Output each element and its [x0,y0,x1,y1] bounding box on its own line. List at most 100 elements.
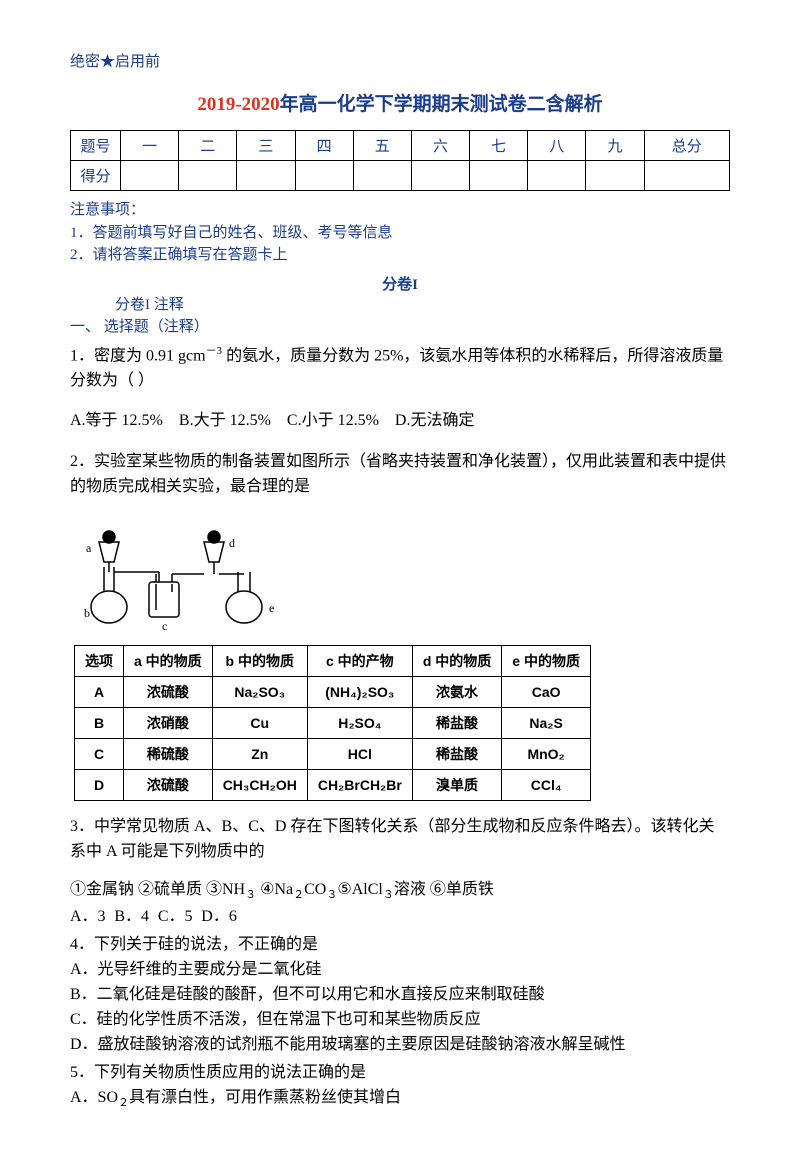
subsection-header: 分卷I 注释 [70,294,730,317]
th: b 中的物质 [212,645,307,676]
td: MnO₂ [502,738,591,769]
td: 稀盐酸 [412,707,501,738]
chemistry-apparatus-icon: a b c d e [74,512,284,632]
td: A [75,676,124,707]
q3-part: ①金属钠 ②硫单质 ③NH [70,881,245,898]
instruction-line: 2．请将答案正确填写在答题卡上 [70,244,730,267]
td: H₂SO₄ [307,707,412,738]
title-rest: 年高一化学下学期期末测试卷二含解析 [280,94,603,115]
td: D [75,769,124,800]
cell: 三 [237,131,295,161]
q1-text: 1．密度为 0.91 gcm [70,347,206,364]
cell [179,161,237,191]
cell: 题号 [71,131,121,161]
title-year: 2019-2020 [197,94,279,115]
q5a-part1: A．SO [70,1089,118,1106]
q3-options: A．3 B．4 C．5 D．6 [70,905,730,930]
cell: 总分 [644,131,729,161]
section-header: 分卷I [70,273,730,294]
svg-text:d: d [229,536,235,550]
score-table: 题号 一 二 三 四 五 六 七 八 九 总分 得分 [70,130,730,191]
td: Na₂SO₃ [212,676,307,707]
cell [586,161,644,191]
cell: 六 [411,131,469,161]
th: 选项 [75,645,124,676]
td: CaO [502,676,591,707]
cell [353,161,411,191]
table-header-row: 选项 a 中的物质 b 中的物质 c 中的产物 d 中的物质 e 中的物质 [75,645,591,676]
document-title: 2019-2020年高一化学下学期期末测试卷二含解析 [70,89,730,116]
q4-opt-a: A．光导纤维的主要成分是二氧化硅 [70,958,730,983]
td: 稀盐酸 [412,738,501,769]
instructions-heading: 注意事项： [70,199,730,222]
cell: 八 [528,131,586,161]
th: d 中的物质 [412,645,501,676]
th: c 中的产物 [307,645,412,676]
cell: 五 [353,131,411,161]
table-row: A 浓硫酸 Na₂SO₃ (NH₄)₂SO₃ 浓氨水 CaO [75,676,591,707]
cell [644,161,729,191]
td: Cu [212,707,307,738]
q3-part: 溶液 ⑥单质铁 [394,881,494,898]
cell [121,161,179,191]
q4-opt-d: D．盛放硅酸钠溶液的试剂瓶不能用玻璃塞的主要原因是硅酸钠溶液水解呈碱性 [70,1033,730,1058]
sub: ３ [326,890,337,902]
q3-part: ④Na [256,881,293,898]
cell: 一 [121,131,179,161]
q3-choices: ①金属钠 ②硫单质 ③NH３ ④Na２CO３⑤AlCl３溶液 ⑥单质铁 [70,878,730,904]
td: C [75,738,124,769]
q3-part: ⑤AlCl [337,881,382,898]
q1-options: A.等于 12.5% B.大于 12.5% C.小于 12.5% D.无法确定 [70,409,730,434]
question-4: 4．下列关于硅的说法，不正确的是 [70,933,730,958]
cell: 七 [470,131,528,161]
td: CH₃CH₂OH [212,769,307,800]
td: 浓硫酸 [124,676,213,707]
sub: ３ [245,890,256,902]
td: HCl [307,738,412,769]
svg-text:b: b [84,606,90,620]
td: 浓氨水 [412,676,501,707]
td: B [75,707,124,738]
td: (NH₄)₂SO₃ [307,676,412,707]
q5-opt-a: A．SO２具有漂白性，可用作熏蒸粉丝使其增白 [70,1086,730,1112]
question-5: 5．下列有关物质性质应用的说法正确的是 [70,1061,730,1086]
q4-opt-b: B．二氧化硅是硅酸的酸酐，但不可以用它和水直接反应来制取硅酸 [70,983,730,1008]
cell [528,161,586,191]
td: CCl₄ [502,769,591,800]
cell [411,161,469,191]
question-3: 3．中学常见物质 A、B、C、D 存在下图转化关系（部分生成物和反应条件略去）。… [70,815,730,865]
cell: 二 [179,131,237,161]
th: a 中的物质 [124,645,213,676]
td: 溴单质 [412,769,501,800]
q1-sup: －3 [206,345,223,357]
question-2: 2．实验室某些物质的制备装置如图所示（省略夹持装置和净化装置），仅用此装置和表中… [70,450,730,500]
score-table-header-row: 题号 一 二 三 四 五 六 七 八 九 总分 [71,131,730,161]
td: Na₂S [502,707,591,738]
cell: 得分 [71,161,121,191]
table-row: D 浓硫酸 CH₃CH₂OH CH₂BrCH₂Br 溴单质 CCl₄ [75,769,591,800]
score-table-score-row: 得分 [71,161,730,191]
cell: 九 [586,131,644,161]
cell [295,161,353,191]
q3-part: CO [304,881,326,898]
q5a-part2: 具有漂白性，可用作熏蒸粉丝使其增白 [129,1089,401,1106]
svg-text:c: c [162,619,167,632]
table-row: C 稀硫酸 Zn HCl 稀盐酸 MnO₂ [75,738,591,769]
instruction-line: 1．答题前填写好自己的姓名、班级、考号等信息 [70,222,730,245]
sub: ２ [118,1097,129,1109]
confidential-note: 绝密★启用前 [70,50,730,71]
td: Zn [212,738,307,769]
cell: 四 [295,131,353,161]
q1-opt-a: A.等于 12.5% [70,412,163,429]
q1-opt-b: B.大于 12.5% [179,412,271,429]
th: e 中的物质 [502,645,591,676]
q1-opt-d: D.无法确定 [395,412,475,429]
sub: ３ [383,890,394,902]
td: 浓硫酸 [124,769,213,800]
q4-opt-c: C．硅的化学性质不活泼，但在常温下也可和某些物质反应 [70,1008,730,1033]
td: 稀硫酸 [124,738,213,769]
cell [470,161,528,191]
svg-text:e: e [269,601,274,615]
chemistry-options-table: 选项 a 中的物质 b 中的物质 c 中的产物 d 中的物质 e 中的物质 A … [74,645,591,801]
td: 浓硝酸 [124,707,213,738]
